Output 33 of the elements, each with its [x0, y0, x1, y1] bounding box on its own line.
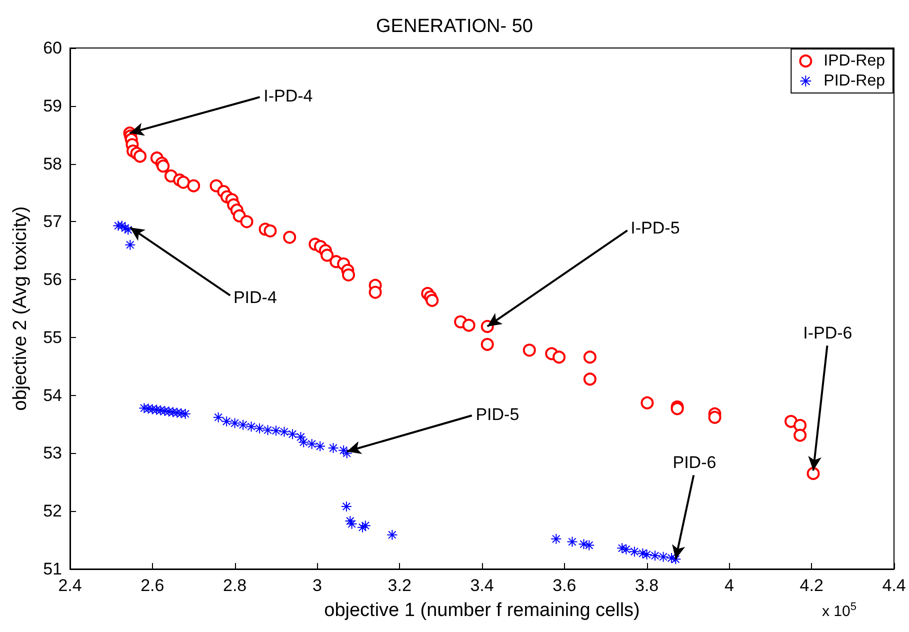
y-tick-label: 54	[43, 386, 62, 405]
x-tick-label: 3.6	[552, 576, 576, 595]
y-tick-label: 59	[43, 96, 62, 116]
x-tick-label: 4.2	[800, 576, 824, 595]
x-tick-label: 4.4	[882, 576, 906, 595]
annotation: PID-6	[672, 453, 716, 472]
x-tick-label: 2.4	[58, 576, 82, 595]
x-tick-label: 3.4	[470, 576, 494, 595]
chart-title: GENERATION- 50	[376, 16, 533, 37]
y-tick-label: 58	[43, 154, 62, 174]
x-tick-label: 4	[724, 576, 734, 595]
legend-label: IPD-Rep	[824, 52, 886, 70]
y-tick-label: 55	[43, 328, 62, 347]
y-tick-label: 51	[43, 560, 62, 578]
x-tick-label: 3.2	[388, 576, 412, 595]
annotation: I-PD-5	[630, 218, 680, 238]
x-tick-label: 3	[312, 576, 322, 595]
annotation: I-PD-6	[803, 324, 852, 343]
y-tick-label: 56	[43, 270, 62, 290]
annotation: PID-4	[233, 288, 277, 308]
x-tick-label: 3.8	[634, 576, 659, 595]
y-tick-label: 57	[43, 212, 62, 232]
text: x 10$^{5}$	[822, 601, 856, 620]
x-tick-label: 2.6	[140, 576, 164, 595]
y-tick-label: 60	[43, 38, 62, 58]
x-axis-title: objective 1 (number f remaining cells)	[324, 600, 640, 621]
x-tick-label: 2.8	[222, 576, 247, 595]
annotation: PID-5	[476, 404, 520, 424]
y-axis-title: objective 2 (Avg toxicity)	[10, 206, 31, 411]
y-tick-label: 52	[43, 502, 62, 521]
legend-label: PID-Rep	[824, 72, 886, 90]
annotation: I-PD-4	[264, 86, 313, 106]
y-tick-label: 53	[43, 444, 62, 463]
